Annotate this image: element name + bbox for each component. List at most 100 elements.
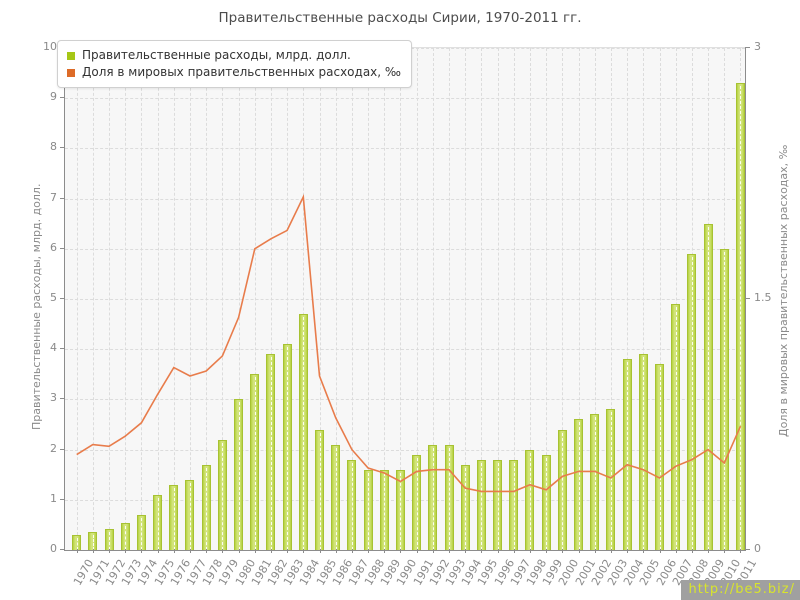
x-tickmark-1977 [189,549,191,553]
v-gridline-1976 [173,48,175,550]
bar-1997[interactable] [509,459,519,551]
bar-2001[interactable] [574,419,584,550]
x-tickmark-1997 [513,549,515,553]
bar-1999[interactable] [541,454,551,551]
bar-1970[interactable] [72,534,82,551]
v-gridline-1974 [141,48,143,550]
bar-1972[interactable] [104,528,114,551]
v-gridline-1994 [465,48,467,550]
bar-1986[interactable] [331,444,341,551]
legend-label-share: Доля в мировых правительственных расхода… [82,65,402,79]
left-tickmark-1 [60,498,65,500]
bar-1974[interactable] [136,514,146,551]
bar-1995[interactable] [476,459,486,551]
v-gridline-1973 [125,48,127,550]
left-tick-label-9: 9 [50,90,57,104]
x-tickmark-1985 [319,549,321,553]
x-tickmark-2007 [675,549,677,553]
bar-2005[interactable] [638,354,648,550]
bar-1979[interactable] [217,439,227,551]
v-gridline-1980 [238,48,240,550]
bar-1983[interactable] [282,344,292,550]
legend-item-expenditures: Правительственные расходы, млрд. долл. [67,47,401,64]
bar-2007[interactable] [671,304,681,550]
v-gridline-1981 [254,48,256,550]
x-tickmark-1994 [465,549,467,553]
bar-2008[interactable] [687,253,697,551]
bar-1971[interactable] [88,532,98,550]
x-tickmark-1990 [400,549,402,553]
bar-1984[interactable] [298,314,308,550]
v-gridline-1972 [109,48,111,550]
bar-1982[interactable] [266,354,276,550]
h-gridline-2 [65,449,745,451]
bar-1998[interactable] [525,449,535,551]
h-gridline-5 [65,299,745,300]
v-gridline-1977 [189,48,191,550]
x-tickmark-2008 [691,549,693,553]
v-gridline-2001 [578,48,580,550]
h-gridline-7 [65,198,745,200]
bar-1980[interactable] [234,399,244,550]
right-tick-label-1.5: 1.5 [754,291,772,304]
bar-1985[interactable] [315,429,324,551]
h-gridline-4 [65,349,745,351]
left-axis-line [64,48,65,550]
x-tickmark-1986 [335,549,337,553]
x-tickmark-1979 [222,549,224,553]
bar-2010[interactable] [719,248,729,551]
bar-1988[interactable] [363,469,373,551]
bar-1977[interactable] [185,479,195,551]
bar-1991[interactable] [412,454,422,551]
x-tickmark-1991 [416,549,418,553]
v-gridline-2005 [643,48,645,550]
bar-2009[interactable] [703,223,713,551]
bar-2003[interactable] [606,409,616,550]
v-gridline-1983 [287,48,289,550]
v-gridline-1987 [351,48,353,550]
bar-1989[interactable] [379,469,389,551]
left-tick-label-8: 8 [50,140,57,154]
bar-1987[interactable] [347,459,357,551]
x-tickmark-1988 [368,549,370,553]
v-gridline-1971 [92,48,94,550]
bar-1994[interactable] [460,464,470,551]
bar-1978[interactable] [201,464,211,551]
h-gridline-1 [65,499,745,501]
bar-1992[interactable] [428,444,438,551]
left-tick-label-10: 10 [43,40,57,53]
bar-1993[interactable] [444,444,454,551]
v-gridline-1988 [368,48,370,550]
x-tickmark-1978 [206,549,208,553]
v-gridline-2002 [594,48,596,550]
x-tickmark-1998 [529,549,531,553]
bar-2006[interactable] [655,364,664,550]
left-tick-label-2: 2 [50,441,57,455]
bar-1990[interactable] [395,469,405,551]
v-gridline-2007 [675,48,677,550]
bar-2011[interactable] [735,83,745,550]
x-tickmark-1992 [432,549,434,553]
v-gridline-1995 [481,48,483,550]
x-tickmark-1980 [238,549,240,553]
right-axis-line [745,48,746,550]
legend-item-share: Доля в мировых правительственных расхода… [67,64,401,81]
line-series-layer [76,193,742,493]
bar-1996[interactable] [493,459,503,551]
bar-2002[interactable] [590,414,600,550]
x-tickmark-1981 [254,549,256,553]
h-gridline-3 [65,399,745,401]
h-gridline-8 [65,148,745,150]
v-gridline-2003 [610,48,612,550]
bar-2000[interactable] [557,429,567,551]
bar-1976[interactable] [169,484,179,551]
watermark-link[interactable]: http://be5.biz/ [681,580,800,600]
x-tickmark-1999 [546,549,548,553]
left-axis-title: Правительственные расходы, млрд. долл. [30,183,43,430]
bar-1981[interactable] [250,374,260,550]
bar-2004[interactable] [622,359,632,550]
bar-1973[interactable] [120,523,130,550]
legend-line-swatch-icon [67,68,75,77]
bar-1975[interactable] [153,494,163,551]
